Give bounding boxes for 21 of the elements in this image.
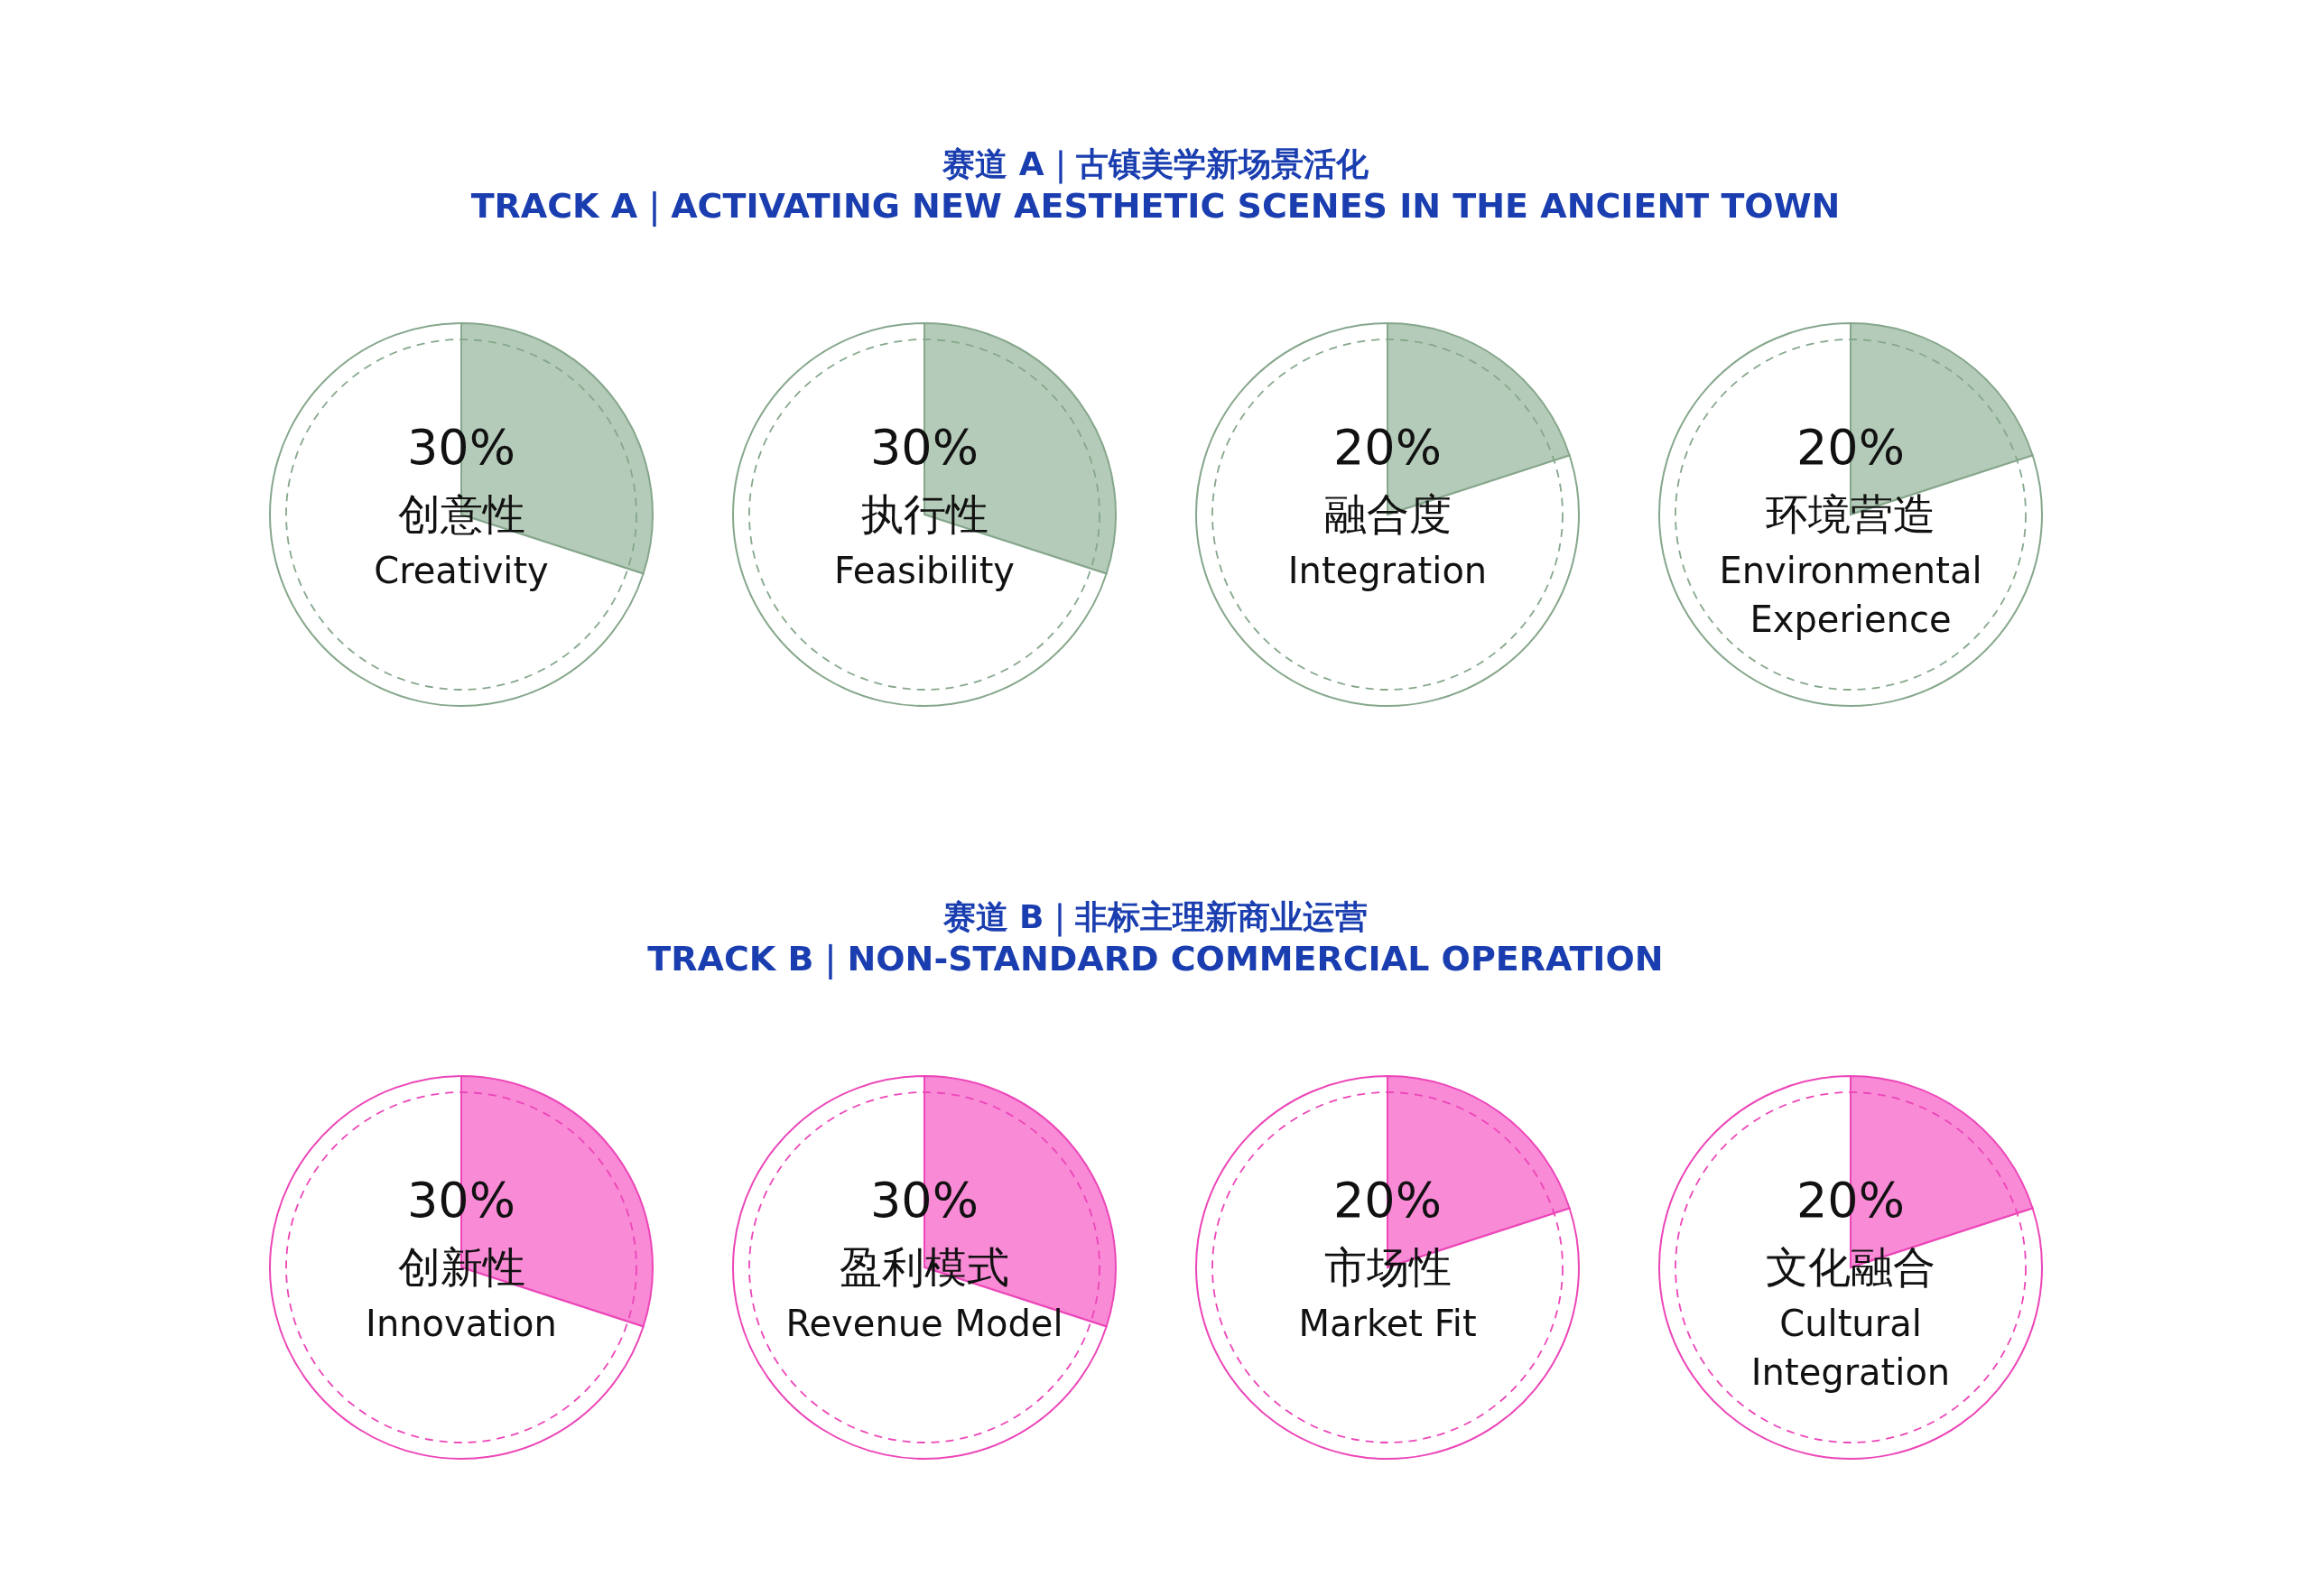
- slice-label: 创意性 Creativity: [374, 489, 549, 591]
- pie-slice: [1195, 322, 1580, 707]
- data-label: 30%: [869, 1172, 979, 1229]
- slice-label: 环境营造 Environmental Experience: [1719, 489, 1982, 640]
- slice-label: 市场性 Market Fit: [1298, 1242, 1477, 1344]
- slice-label: 融合度 Integration: [1287, 489, 1488, 591]
- slice-label: 执行性 Feasibility: [834, 489, 1015, 591]
- pie-slice: [1195, 1075, 1580, 1460]
- pie-slice: [1658, 322, 2043, 707]
- pie-slice: [1658, 1075, 2043, 1460]
- data-label: 20%: [1796, 419, 1906, 476]
- data-label: 20%: [1796, 1172, 1906, 1229]
- data-label: 20%: [1332, 419, 1443, 476]
- data-label: 30%: [406, 1172, 516, 1229]
- slice-label: 创新性 Innovation: [366, 1242, 557, 1344]
- data-label: 30%: [869, 419, 979, 476]
- text: 赛道 B｜非标主理新商业运营 TRACK B｜NON-STANDARD COMMERCIAL OPERATION: [646, 897, 1665, 980]
- text: 赛道 A｜古镇美学新场景活化 TRACK A｜ACTIVATING NEW AESTHETIC SCENES IN THE ANCIENT TOWN: [469, 144, 1842, 227]
- data-label: 30%: [406, 419, 516, 476]
- slice-label: 盈利模式 Revenue Model: [785, 1242, 1063, 1344]
- data-label: 20%: [1332, 1172, 1443, 1229]
